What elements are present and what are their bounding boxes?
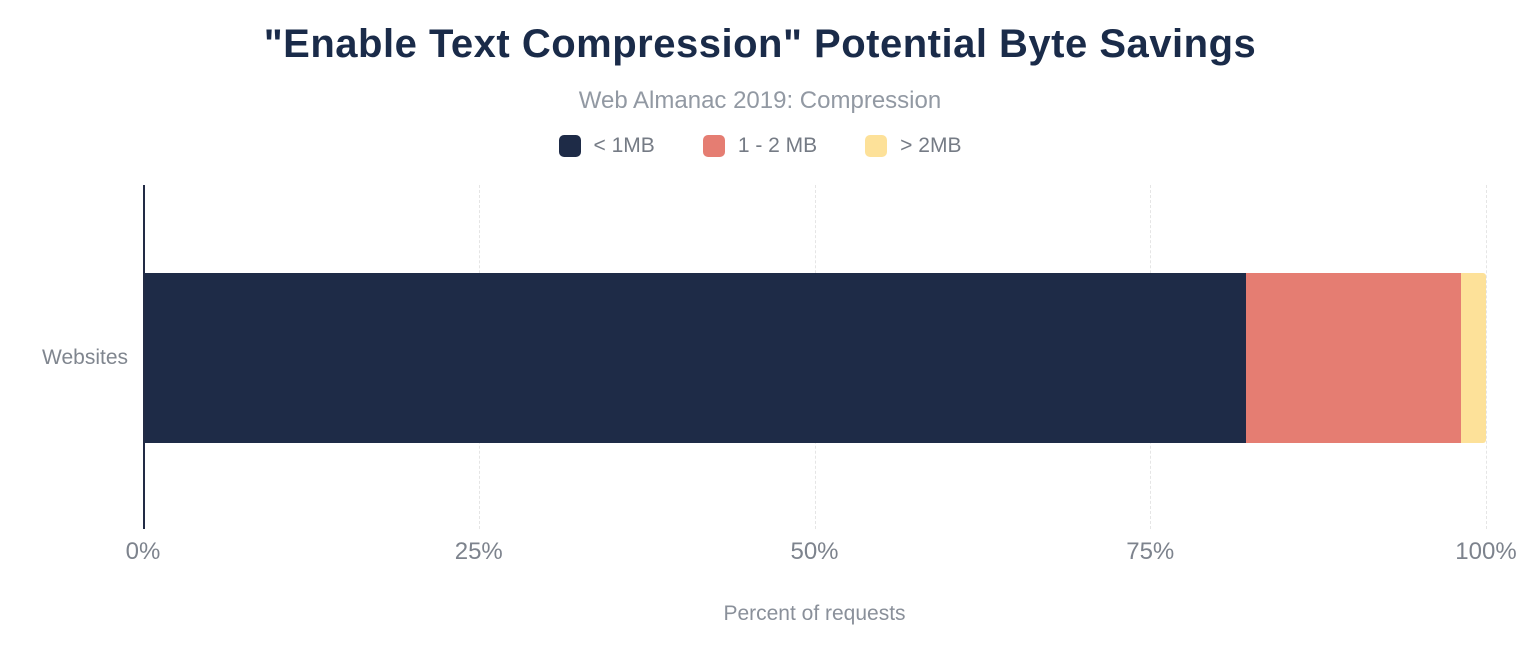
x-axis-title: Percent of requests [723,602,906,625]
bar-segment-0 [145,273,1246,443]
stacked-bar-websites [145,273,1486,443]
y-axis-line [143,185,145,529]
legend-item-2: > 2MB [865,134,961,158]
legend-item-1: 1 - 2 MB [702,134,818,158]
plot-area: 0% 25% 50% 75% 100% Percent of requests [126,185,1517,625]
legend: < 1MB 1 - 2 MB > 2MB [0,134,1520,158]
x-tick-label-100: 100% [1455,538,1517,565]
x-tick-label-25: 25% [454,538,503,565]
legend-label: 1 - 2 MB [737,134,818,157]
gridline-100 [1486,185,1487,529]
category-label-websites: Websites [42,346,128,369]
x-tick-label-50: 50% [790,538,839,565]
chart-title: "Enable Text Compression" Potential Byte… [263,22,1257,66]
legend-swatch-icon [702,135,725,157]
legend-swatch-icon [865,135,888,157]
chart-subtitle: Web Almanac 2019: Compression [578,87,942,114]
legend-swatch-icon [558,135,581,157]
x-tick-label-0: 0% [125,538,161,565]
legend-label: < 1MB [593,134,655,157]
x-tick-label-75: 75% [1126,538,1175,565]
legend-item-0: < 1MB [558,134,655,158]
legend-label: > 2MB [900,134,962,157]
bar-segment-2 [1460,273,1486,443]
bar-segment-1 [1245,273,1461,443]
